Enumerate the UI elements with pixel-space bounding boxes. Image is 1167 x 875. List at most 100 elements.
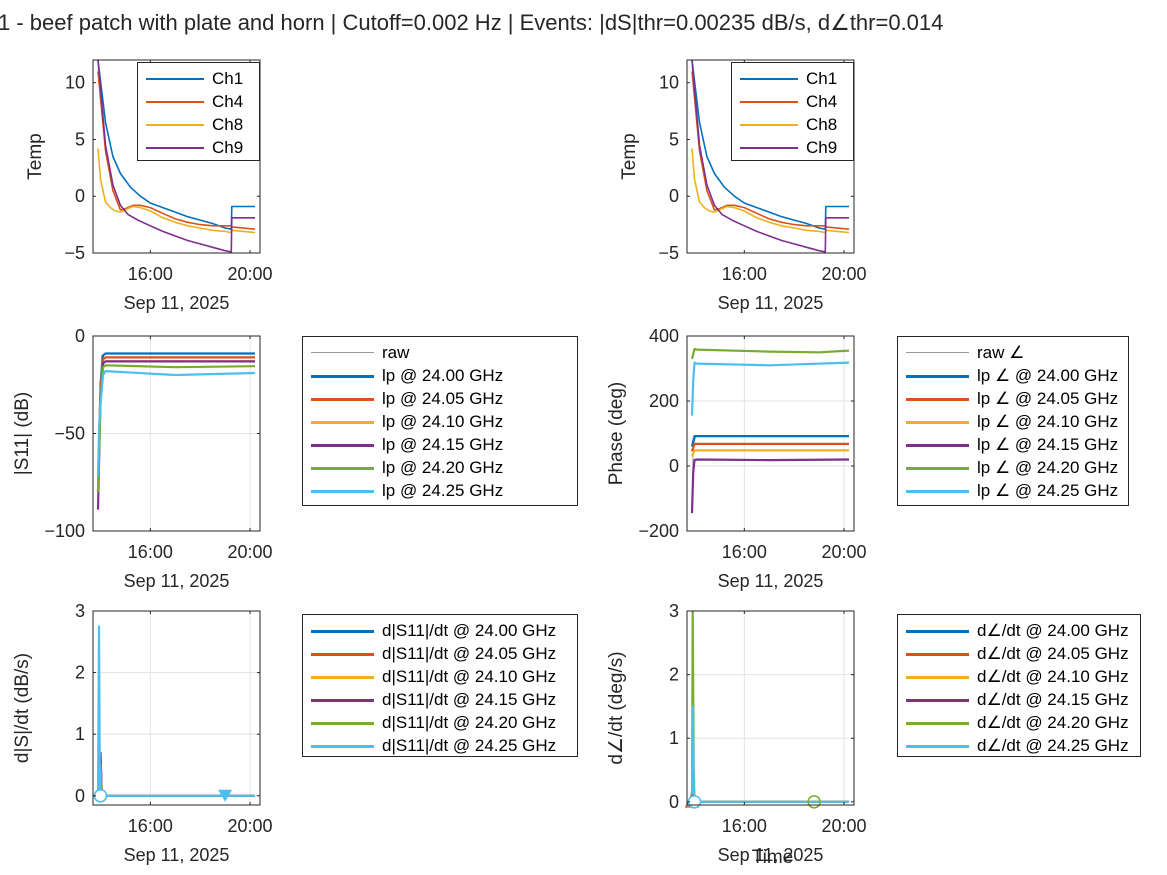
legend-swatch: [740, 78, 798, 80]
legend-label: lp ∠ @ 24.15 GHz: [977, 435, 1119, 454]
y-tick-label: −200: [638, 521, 679, 541]
legend-label: Ch8: [806, 115, 838, 134]
x-tick-label: 20:00: [822, 816, 867, 836]
series-line-3: [691, 60, 849, 253]
series-line-6: [96, 370, 256, 477]
legend-phase: raw ∠ lp ∠ @ 24.00 GHz lp ∠ @ 24.05 GHz lp …: [897, 336, 1129, 506]
legend-swatch: [906, 676, 969, 679]
legend-label: d|S11|/dt @ 24.05 GHz: [382, 644, 557, 663]
legend-swatch: [311, 676, 374, 679]
chart-s11_mag: 16:00 20:00 −100 −50 0 Sep 11, 2025 |S11| (dB): [12, 326, 273, 591]
x-axis-label: Sep 11, 2025: [124, 845, 230, 865]
legend-label: d|S11|/dt @ 24.10 GHz: [382, 667, 557, 686]
legend-label: d∠/dt @ 24.05 GHz: [977, 644, 1129, 663]
series-line-2: [690, 442, 849, 452]
series-line-4: [690, 458, 850, 514]
y-tick-label: −50: [54, 424, 85, 444]
legend-label: lp ∠ @ 24.10 GHz: [977, 412, 1119, 431]
y-tick-label: 5: [75, 129, 85, 149]
series-line-1: [689, 791, 849, 803]
x-axis-label: Sep 11, 2025: [718, 845, 824, 865]
event-marker-2: [807, 795, 821, 809]
series-line-0: [97, 60, 255, 230]
legend-swatch: [311, 653, 374, 656]
y-tick-label: 0: [75, 326, 85, 346]
legend-label: Ch1: [806, 69, 838, 88]
legend-label: Ch8: [212, 115, 244, 134]
legend-swatch: [740, 147, 798, 149]
y-axis-label: |S11| (dB): [12, 392, 33, 475]
series-line-5: [96, 625, 255, 797]
y-tick-label: 5: [669, 129, 679, 149]
legend-swatch: [906, 630, 969, 633]
legend-label: d|S11|/dt @ 24.00 GHz: [382, 621, 557, 640]
x-axis-label: Sep 11, 2025: [124, 571, 230, 591]
legend-swatch: [311, 490, 374, 493]
y-tick-label: −5: [658, 243, 679, 263]
x-tick-label: 16:00: [722, 542, 767, 562]
legend-temp_right: Ch1 Ch4 Ch8 Ch9: [731, 62, 854, 161]
x-tick-label: 16:00: [128, 264, 173, 284]
x-tick-label: 16:00: [128, 816, 173, 836]
legend-swatch: [906, 352, 969, 353]
x-tick-label: 16:00: [722, 264, 767, 284]
legend-swatch: [906, 375, 969, 378]
x-tick-label: 20:00: [228, 816, 273, 836]
series-line-2: [96, 356, 255, 493]
legend-label: lp @ 24.20 GHz: [382, 458, 504, 477]
legend-swatch: [906, 444, 969, 447]
legend-label: d∠/dt @ 24.00 GHz: [977, 621, 1129, 640]
legend-label: lp ∠ @ 24.05 GHz: [977, 389, 1119, 408]
axes-box: [686, 335, 855, 532]
legend-swatch: [146, 78, 204, 80]
legend-swatch: [906, 490, 969, 493]
y-tick-label: 400: [649, 326, 679, 346]
x-tick-label: 16:00: [128, 542, 173, 562]
series-line-0: [690, 791, 849, 803]
series-group: [96, 352, 256, 510]
chart-temp_right: 16:00 20:00 −5 0 5 10 Sep 11, 2025 Temp: [619, 59, 867, 313]
legend-label: lp @ 24.10 GHz: [382, 412, 504, 431]
legend-swatch: [311, 421, 374, 424]
figure-title: 1 - beef patch with plate and horn | Cut…: [0, 10, 944, 35]
axes-box: [686, 59, 855, 254]
y-tick-label: 10: [659, 73, 679, 93]
series-line-0: [691, 60, 849, 230]
y-axis-label: Temp: [619, 133, 640, 179]
series-line-1: [96, 763, 255, 797]
legend-swatch: [311, 699, 374, 702]
y-tick-label: 200: [649, 391, 679, 411]
series-group: [689, 611, 849, 803]
legend-label: lp @ 24.05 GHz: [382, 389, 504, 408]
series-line-0: [691, 435, 849, 512]
y-tick-label: −5: [64, 243, 85, 263]
legend-swatch: [906, 699, 969, 702]
legend-swatch: [146, 147, 204, 149]
y-axis-label: d∠/dt (deg/s): [606, 651, 627, 764]
series-line-1: [97, 71, 256, 230]
series-line-3: [97, 60, 255, 253]
series-line-1: [690, 435, 849, 447]
series-line-5: [96, 364, 256, 493]
y-tick-label: 0: [669, 186, 679, 206]
x-tick-label: 16:00: [722, 816, 767, 836]
legend-dS_dt: d|S11|/dt @ 24.00 GHz d|S11|/dt @ 24.05 G…: [302, 614, 578, 757]
y-tick-label: 10: [65, 73, 85, 93]
legend-swatch: [146, 124, 204, 126]
legend-label: Ch9: [212, 138, 244, 157]
legend-label: d|S11|/dt @ 24.20 GHz: [382, 713, 557, 732]
legend-label: lp ∠ @ 24.00 GHz: [977, 366, 1119, 385]
series-line-2: [96, 769, 255, 797]
legend-label: lp ∠ @ 24.25 GHz: [977, 481, 1119, 500]
legend-label: d∠/dt @ 24.25 GHz: [977, 736, 1129, 755]
series-line-5: [690, 705, 849, 803]
y-tick-label: 0: [669, 456, 679, 476]
legend-swatch: [311, 722, 374, 725]
y-tick-label: 3: [669, 601, 679, 621]
chart-phase: 16:00 20:00 −200 0 200 400 Sep 11, 2025 Phase (…: [606, 326, 867, 591]
x-tick-label: 20:00: [228, 542, 273, 562]
series-group: [96, 625, 255, 797]
event-marker-2: [218, 789, 233, 802]
legend-label: d|S11|/dt @ 24.25 GHz: [382, 736, 557, 755]
